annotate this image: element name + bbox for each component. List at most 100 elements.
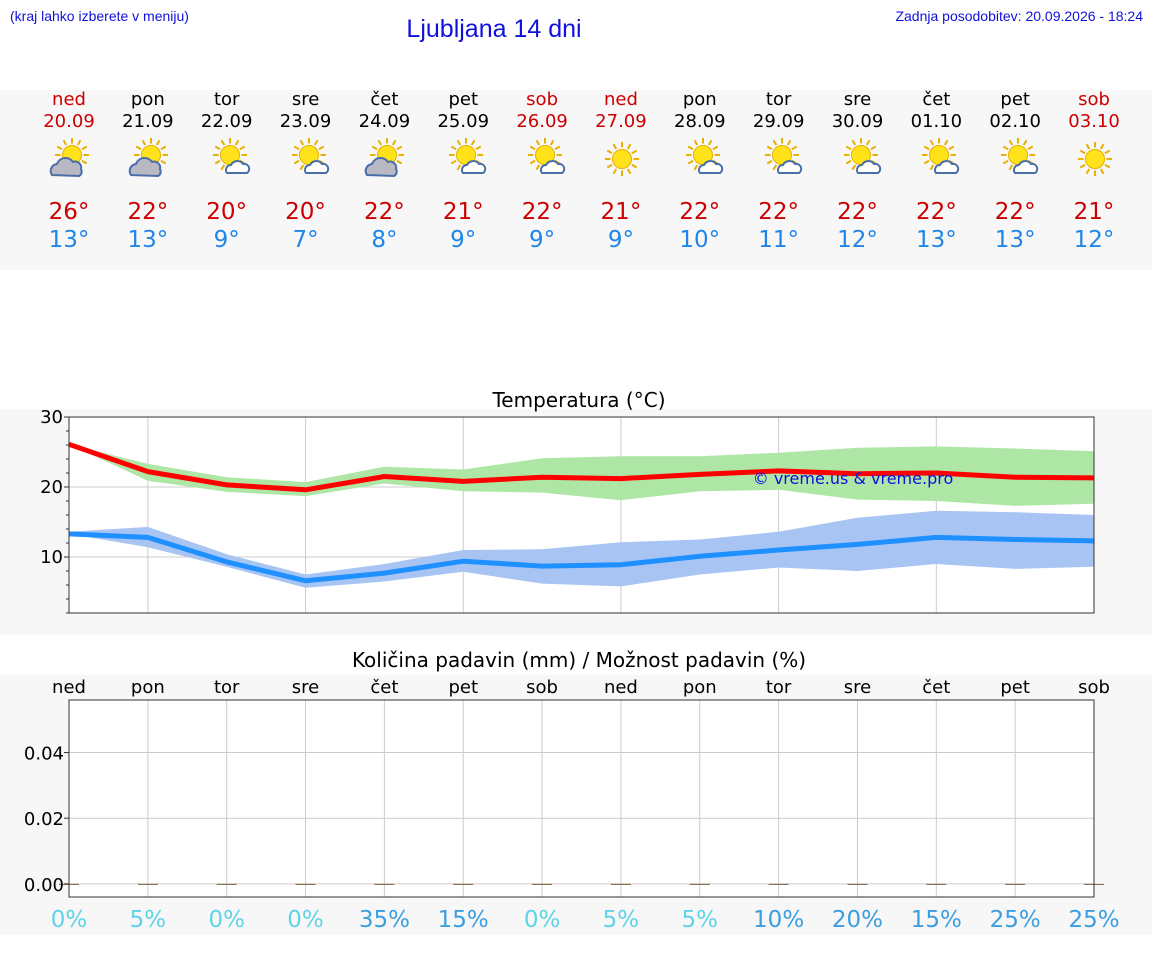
day-date: 23.09	[279, 111, 332, 132]
max-temperature: 21°	[600, 199, 642, 225]
precip-bar	[532, 883, 553, 885]
max-temperature: 22°	[915, 199, 957, 225]
day-name: ned	[52, 89, 86, 110]
day-name: sre	[291, 89, 320, 110]
max-temp-range-band	[69, 444, 1094, 506]
min-temperature: 13°	[915, 227, 957, 253]
precip-bar	[926, 883, 947, 885]
precip-bar	[137, 883, 158, 885]
min-temperature: 12°	[1073, 227, 1115, 253]
chart-title-band	[0, 368, 1152, 409]
precip-probability-label: 0%	[524, 907, 561, 933]
precip-probability-label: 0%	[51, 907, 88, 933]
chart-title: Temperatura (°C)	[491, 388, 665, 412]
x-tick-label: pet	[1000, 677, 1030, 698]
min-temperature: 9°	[213, 227, 240, 253]
min-temperature: 9°	[607, 227, 634, 253]
precip-bar	[689, 883, 710, 885]
day-date: 22.09	[200, 111, 253, 132]
max-temperature: 22°	[364, 199, 405, 225]
min-temperature: 10°	[679, 227, 721, 253]
max-temperature: 22°	[758, 199, 800, 225]
max-temperature: 20°	[206, 199, 248, 225]
day-name: sob	[1078, 89, 1110, 110]
x-tick-label: sob	[526, 677, 558, 698]
precip-bar	[1005, 883, 1026, 885]
min-temperature: 13°	[994, 227, 1036, 253]
precip-probability-label: 10%	[753, 907, 804, 933]
x-tick-label: pet	[448, 677, 478, 698]
min-temperature: 9°	[450, 227, 477, 253]
precip-probability-label: 20%	[832, 907, 883, 933]
sun-small-cloud-icon	[284, 137, 330, 183]
precip-bar	[216, 883, 237, 885]
day-name: pon	[682, 89, 717, 110]
min-temperature: 13°	[127, 227, 169, 253]
precip-probability-label: 5%	[130, 907, 167, 933]
x-tick-label: ned	[604, 677, 638, 698]
min-temperature: 8°	[371, 227, 398, 253]
day-date: 27.09	[595, 111, 647, 132]
page-title: Ljubljana 14 dni	[406, 15, 582, 43]
y-tick-label: 0.02	[24, 809, 64, 830]
x-tick-label: ned	[52, 677, 86, 698]
day-name: čet	[370, 89, 399, 110]
y-tick-label: 20	[40, 477, 63, 498]
max-temperature: 22°	[994, 199, 1036, 225]
day-date: 26.09	[516, 111, 568, 132]
day-name: čet	[922, 89, 951, 110]
precip-bar	[374, 883, 395, 885]
daily-forecast-strip: ned 20.09 26° 13° pon 21.09 22° 13° tor 22.09 20° 9…	[0, 90, 1152, 270]
precip-probability-label: 35%	[359, 907, 410, 933]
day-date: 28.09	[674, 111, 726, 132]
sun-small-cloud-icon	[993, 137, 1039, 183]
sun-small-cloud-icon	[678, 137, 724, 183]
max-temperature: 22°	[837, 199, 878, 225]
precip-probability-label: 0%	[287, 907, 324, 933]
precipitation-chart: 0.00 0.02 0.04 ned pon tor sre čet pet sob ned pon t…	[0, 635, 1152, 933]
min-temp-range-band	[69, 510, 1094, 588]
precip-bar	[295, 883, 316, 885]
sun-icon	[599, 137, 645, 183]
sun-small-cloud-icon	[205, 137, 251, 183]
max-temperature: 22°	[127, 199, 169, 225]
last-update: Zadnja posodobitev: 20.09.2026 - 18:24	[895, 8, 1143, 24]
partly-cloudy-icon	[362, 137, 408, 183]
day-date: 25.09	[437, 111, 490, 132]
sun-icon	[1072, 137, 1118, 183]
day-name: sre	[843, 89, 872, 110]
x-tick-label: čet	[922, 677, 950, 698]
y-tick-label: 10	[40, 547, 63, 568]
max-temperature: 26°	[48, 199, 90, 225]
precip-probability-label: 5%	[603, 907, 640, 933]
temperature-chart-panel: 10 20 30 Temperatura (°C) © vreme.us & vreme…	[0, 368, 1152, 635]
chart-title: Količina padavin (mm) / Možnost padavin …	[352, 648, 806, 672]
x-tick-label: sre	[844, 677, 871, 698]
y-tick-label: 30	[40, 407, 63, 428]
sun-small-cloud-icon	[914, 137, 960, 183]
day-name: sob	[526, 89, 558, 110]
min-temperature: 12°	[837, 227, 878, 253]
partly-cloudy-icon	[126, 137, 172, 183]
day-date: 24.09	[358, 111, 411, 132]
location-menu-hint: (kraj lahko izberete v meniju)	[10, 8, 189, 24]
precip-bar	[453, 883, 474, 885]
precip-probability-label: 15%	[438, 907, 489, 933]
day-date: 03.10	[1068, 111, 1120, 132]
max-temperature: 22°	[679, 199, 721, 225]
precip-probability-label: 5%	[682, 907, 719, 933]
sun-small-cloud-icon	[757, 137, 803, 183]
day-date: 20.09	[43, 111, 95, 132]
precip-probability-label: 15%	[911, 907, 962, 933]
precip-bar	[847, 883, 868, 885]
chart-title-band	[0, 635, 1152, 675]
x-tick-label: tor	[214, 677, 240, 698]
day-name: pet	[1000, 89, 1030, 110]
precip-probability-label: 0%	[208, 907, 245, 933]
precip-probability-label: 25%	[1068, 907, 1119, 933]
partly-cloudy-icon	[47, 137, 93, 183]
max-temperature: 20°	[285, 199, 326, 225]
min-temp-line	[68, 531, 1095, 584]
day-date: 30.09	[831, 111, 884, 132]
max-temperature: 22°	[521, 199, 563, 225]
